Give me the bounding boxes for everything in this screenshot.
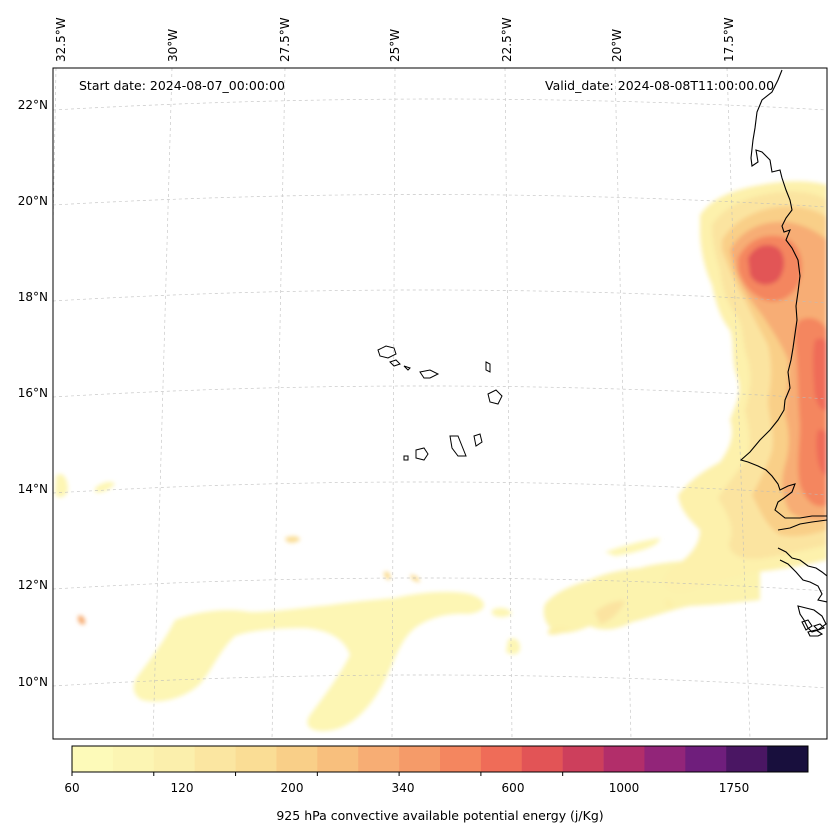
colorbar-swatch bbox=[726, 746, 768, 772]
guinea-bissau-coastline-2 bbox=[779, 559, 827, 603]
colorbar-swatch bbox=[276, 746, 318, 772]
grid-lat-14 bbox=[53, 481, 827, 496]
lat-label: 14°N bbox=[17, 482, 48, 496]
grid-lon-30 bbox=[152, 68, 173, 739]
cape-field bbox=[55, 181, 827, 732]
grid-lon-25 bbox=[391, 68, 396, 739]
grid-lon-22-5 bbox=[504, 68, 513, 739]
cape-blob-3 bbox=[410, 574, 420, 582]
colorbar-tick-label: 1750 bbox=[718, 781, 750, 795]
lat-label: 20°N bbox=[17, 194, 48, 208]
island-fogo bbox=[415, 447, 429, 461]
coastal-island-1 bbox=[801, 619, 813, 631]
colorbar-swatch bbox=[603, 746, 645, 772]
grid-lat-16 bbox=[53, 385, 827, 400]
lon-label: 17.5°W bbox=[722, 17, 736, 62]
cape-blob-west-2 bbox=[95, 481, 115, 493]
colorbar-swatch bbox=[317, 746, 359, 772]
colorbar-tick-label: 600 bbox=[501, 781, 525, 795]
colorbar bbox=[71, 745, 809, 776]
lon-label: 30°W bbox=[166, 28, 180, 62]
grid-lon-17-5 bbox=[726, 68, 751, 739]
colorbar-tick-label: 1000 bbox=[608, 781, 640, 795]
cape-land-1000 bbox=[748, 245, 784, 285]
african-coastline bbox=[739, 69, 827, 519]
grid-lon-27-5 bbox=[271, 68, 286, 739]
graticule bbox=[53, 68, 827, 739]
colorbar-tick-label: 200 bbox=[280, 781, 304, 795]
cape-streak-3 bbox=[492, 607, 512, 617]
lat-label: 18°N bbox=[17, 290, 48, 304]
colorbar-swatch bbox=[194, 746, 236, 772]
island-santiago bbox=[449, 435, 467, 457]
cape-land-1000-east2 bbox=[816, 429, 827, 476]
lat-label: 22°N bbox=[17, 98, 48, 112]
coastlines bbox=[739, 69, 827, 637]
map-area bbox=[53, 68, 827, 739]
valid-date-label: Valid_date: 2024-08-08T11:00:00.00 bbox=[545, 78, 775, 93]
lon-label: 25°W bbox=[388, 28, 402, 62]
start-date-label: Start date: 2024-08-07_00:00:00 bbox=[79, 78, 285, 93]
lon-label: 27.5°W bbox=[278, 17, 292, 62]
island-maio bbox=[473, 433, 483, 447]
cape-streak-5 bbox=[664, 599, 673, 609]
cape-band-east-inner bbox=[595, 600, 625, 624]
cape-land-1000-east bbox=[813, 338, 827, 411]
colorbar-swatch bbox=[521, 746, 563, 772]
colorbar-swatch bbox=[72, 746, 114, 772]
cape-band-southwest bbox=[133, 591, 485, 732]
cape-streak-1 bbox=[605, 538, 660, 556]
colorbar-swatch bbox=[235, 746, 277, 772]
guinea-bissau-coastline bbox=[777, 547, 827, 577]
lat-label: 10°N bbox=[17, 675, 48, 689]
island-brava bbox=[403, 455, 409, 461]
cape-blob-4 bbox=[77, 615, 86, 625]
grid-lat-10 bbox=[53, 674, 827, 689]
lat-label: 16°N bbox=[17, 386, 48, 400]
grid-lat-20 bbox=[53, 194, 827, 208]
colorbar-swatch bbox=[685, 746, 727, 772]
grid-lat-12 bbox=[53, 577, 827, 592]
cape-verde-islands bbox=[377, 345, 503, 461]
colorbar-tick-label: 60 bbox=[64, 781, 80, 795]
colorbar-swatch bbox=[358, 746, 400, 772]
cape-streak-4 bbox=[548, 627, 570, 635]
island-boa-vista bbox=[487, 389, 503, 405]
colorbar-title: 925 hPa convective available potential e… bbox=[276, 808, 604, 823]
grid-lat-22 bbox=[53, 98, 827, 111]
grid-lon-20 bbox=[614, 68, 632, 739]
island-sao-nicolau bbox=[419, 369, 440, 379]
island-santo-antao bbox=[377, 345, 397, 359]
colorbar-frame bbox=[71, 745, 809, 773]
gambia-coastline bbox=[777, 519, 827, 531]
coastal-island-2 bbox=[807, 629, 824, 637]
coastal-island-3 bbox=[812, 623, 826, 631]
lon-label: 20°W bbox=[610, 28, 624, 62]
grid-lat-18 bbox=[53, 289, 827, 304]
lat-label: 12°N bbox=[17, 578, 48, 592]
colorbar-swatch bbox=[399, 746, 441, 772]
colorbar-swatch bbox=[153, 746, 195, 772]
island-sal bbox=[485, 361, 491, 373]
colorbar-tick-label: 340 bbox=[391, 781, 415, 795]
colorbar-tick-label: 120 bbox=[170, 781, 194, 795]
island-sao-vicente bbox=[389, 359, 401, 367]
colorbar-swatch bbox=[562, 746, 604, 772]
colorbar-swatch bbox=[112, 746, 155, 772]
cape-blob-west bbox=[55, 473, 68, 498]
cape-streak-2 bbox=[506, 638, 520, 655]
lon-label: 32.5°W bbox=[54, 17, 68, 62]
map-frame bbox=[52, 67, 828, 740]
colorbar-swatch bbox=[767, 746, 809, 772]
cape-blob-1 bbox=[285, 536, 300, 543]
lon-label: 22.5°W bbox=[500, 17, 514, 62]
colorbar-swatch bbox=[440, 746, 482, 772]
colorbar-swatch bbox=[480, 746, 523, 772]
colorbar-swatch bbox=[644, 746, 686, 772]
island-santa-luzia bbox=[403, 365, 411, 371]
